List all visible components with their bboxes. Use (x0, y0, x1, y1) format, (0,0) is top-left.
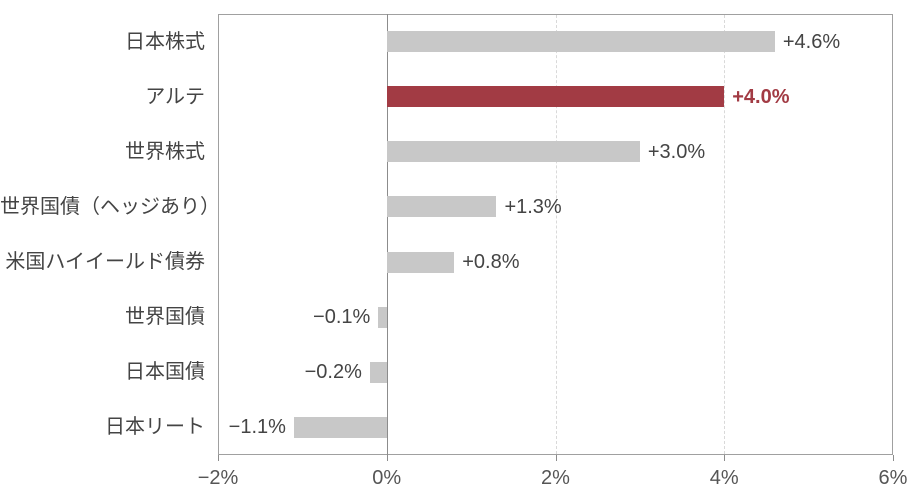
x-tick (724, 455, 726, 461)
x-tick-label: 6% (878, 467, 908, 489)
bar-value-label: +0.8% (462, 251, 520, 274)
bar (369, 361, 387, 383)
x-tick (555, 455, 557, 461)
category-label: 日本リート (105, 416, 205, 439)
category-label: 世界国債 (125, 306, 205, 329)
bar (386, 251, 455, 273)
x-tick-label: −2% (197, 467, 239, 489)
x-tick-label: 2% (541, 467, 570, 489)
x-tick-label: 4% (709, 467, 739, 489)
x-tick-label: 0% (372, 467, 402, 489)
x-tick (893, 455, 894, 461)
bar-value-label: +3.0% (647, 140, 706, 163)
bar (293, 416, 387, 438)
bar-highlighted (386, 86, 725, 108)
bar-value-label: −0.1% (313, 306, 371, 329)
x-tick (218, 455, 219, 461)
category-label: アルテ (145, 85, 205, 108)
bar-value-label: +1.3% (504, 195, 562, 218)
zero-line (386, 14, 388, 455)
bar-value-label: +4.6% (782, 30, 841, 53)
x-tick (386, 455, 388, 461)
gridline (724, 15, 726, 454)
category-label: 日本国債 (125, 361, 205, 384)
category-label: 世界国債（ヘッジあり） (0, 195, 220, 218)
bar (386, 141, 640, 163)
bar-value-label: −1.1% (228, 416, 286, 439)
bar (386, 196, 497, 218)
category-label: 世界株式 (125, 140, 205, 163)
gridline (555, 15, 557, 454)
bar-value-label: −0.2% (304, 361, 362, 384)
bar (386, 31, 775, 53)
category-label: 米国ハイイールド債券 (5, 251, 205, 274)
category-label: 日本株式 (125, 30, 205, 53)
bar-value-label: +4.0% (732, 85, 790, 108)
bar (378, 306, 387, 328)
